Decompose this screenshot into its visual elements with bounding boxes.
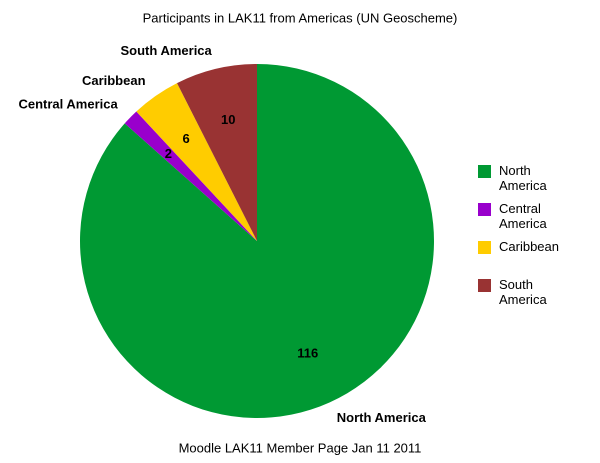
legend-swatch	[478, 203, 491, 216]
slice-label: Caribbean	[82, 73, 146, 88]
chart-title: Participants in LAK11 from Americas (UN …	[143, 10, 458, 25]
legend-label: South America	[499, 277, 547, 307]
legend-label: North America	[499, 163, 547, 193]
pie-slice	[124, 111, 257, 241]
slice-label: South America	[121, 43, 213, 58]
data-label: 6	[182, 131, 189, 146]
legend-item: Central America	[478, 201, 588, 239]
legend-item: North America	[478, 163, 588, 201]
legend-swatch	[478, 279, 491, 292]
legend: North America Central America Caribbean Sou…	[478, 163, 588, 315]
data-label: 2	[165, 146, 172, 161]
legend-item: South America	[478, 277, 588, 315]
legend-label: Central America	[499, 201, 547, 231]
legend-swatch	[478, 241, 491, 254]
pie-slice	[177, 64, 257, 241]
legend-label: Caribbean	[499, 239, 559, 254]
pie-slice	[136, 83, 257, 242]
legend-item: Caribbean	[478, 239, 588, 277]
legend-swatch	[478, 165, 491, 178]
chart-caption: Moodle LAK11 Member Page Jan 11 2011	[179, 440, 422, 455]
slice-label: North America	[337, 410, 427, 425]
slice-label: Central America	[18, 96, 118, 111]
data-label: 116	[297, 345, 318, 360]
data-label: 10	[221, 112, 235, 127]
